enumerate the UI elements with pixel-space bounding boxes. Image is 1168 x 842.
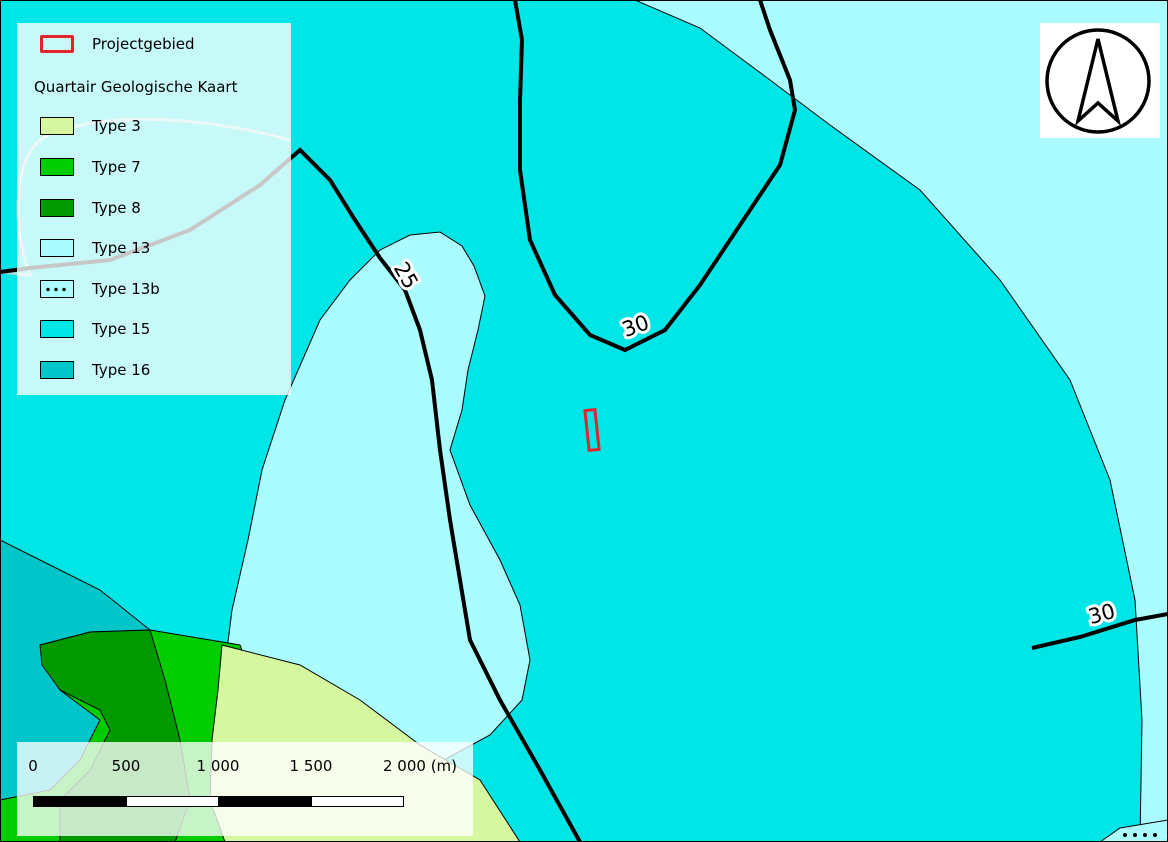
legend-label-type-7: Type 7 bbox=[92, 158, 141, 176]
legend-item-type-13: Type 13 bbox=[40, 237, 150, 259]
legend-item-type-7: Type 7 bbox=[40, 156, 141, 178]
legend-swatch-type-13b bbox=[40, 280, 74, 298]
legend-label-type-13b: Type 13b bbox=[92, 280, 160, 298]
legend-item-type-15: Type 15 bbox=[40, 318, 150, 340]
contour-30-line-east bbox=[1031, 612, 1168, 650]
legend-panel: Projectgebied Quartair Geologische Kaart… bbox=[17, 23, 291, 395]
legend-swatch-type-16 bbox=[40, 361, 74, 379]
scale-label-1500: 1 500 bbox=[289, 757, 333, 775]
legend-project-label: Projectgebied bbox=[92, 35, 195, 53]
legend-swatch-type-8 bbox=[40, 199, 74, 217]
scale-segment-1 bbox=[33, 796, 127, 807]
legend-item-type-16: Type 16 bbox=[40, 359, 150, 381]
scale-bar: 0 500 1 000 1 500 2 000 (m) bbox=[17, 742, 473, 836]
legend-swatch-type-7 bbox=[40, 158, 74, 176]
legend-label-type-13: Type 13 bbox=[92, 239, 151, 257]
project-swatch bbox=[40, 35, 74, 53]
legend-item-project: Projectgebied bbox=[40, 33, 195, 55]
scale-label-500: 500 bbox=[111, 757, 141, 775]
legend-item-type-8: Type 8 bbox=[40, 197, 141, 219]
scale-segment-2 bbox=[126, 796, 219, 807]
legend-label-type-16: Type 16 bbox=[92, 361, 151, 379]
legend-swatch-type-13 bbox=[40, 239, 74, 257]
legend-label-type-3: Type 3 bbox=[92, 117, 141, 135]
scale-segment-3 bbox=[218, 796, 312, 807]
scale-segment-4 bbox=[311, 796, 404, 807]
type-13b-area bbox=[1099, 819, 1168, 842]
legend-label-type-8: Type 8 bbox=[92, 199, 141, 217]
legend-title: Quartair Geologische Kaart bbox=[34, 78, 238, 96]
north-arrow-icon bbox=[1045, 28, 1151, 134]
legend-item-type-3: Type 3 bbox=[40, 115, 141, 137]
legend-swatch-type-3 bbox=[40, 117, 74, 135]
scale-label-0: 0 bbox=[28, 757, 38, 775]
scale-label-2000: 2 000 (m) bbox=[382, 757, 458, 775]
legend-swatch-type-15 bbox=[40, 320, 74, 338]
north-arrow bbox=[1040, 23, 1160, 138]
project-area[interactable] bbox=[583, 407, 601, 453]
contour-30-line-north bbox=[513, 0, 798, 353]
scale-label-1000: 1 000 bbox=[196, 757, 240, 775]
legend-label-type-15: Type 15 bbox=[92, 320, 151, 338]
type-13b-dots bbox=[1123, 833, 1157, 837]
legend-item-type-13b: Type 13b bbox=[40, 278, 160, 300]
